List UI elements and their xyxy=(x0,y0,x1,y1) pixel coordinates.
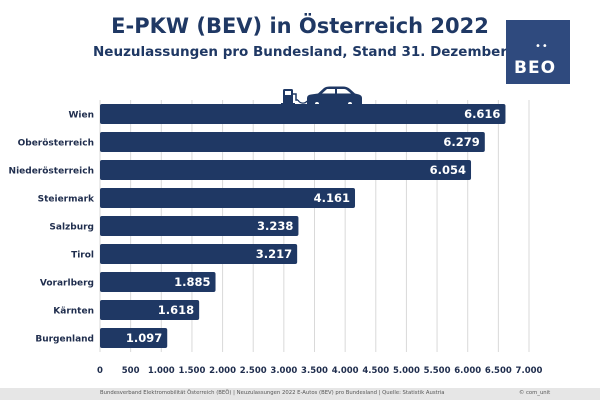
x-tick-label: 1.000 xyxy=(148,366,175,376)
x-tick-label: 3.000 xyxy=(270,366,297,376)
bar xyxy=(100,104,506,124)
value-label: 1.097 xyxy=(126,331,162,345)
x-tick-label: 3.500 xyxy=(301,366,328,376)
value-label: 3.238 xyxy=(257,219,293,233)
x-tick-label: 4.500 xyxy=(362,366,389,376)
bar xyxy=(100,272,216,292)
value-label: 6.054 xyxy=(430,163,466,177)
bar-group: Wien 6.616 xyxy=(68,104,506,124)
value-label: 1.618 xyxy=(158,303,194,317)
category-label: Salzburg xyxy=(49,223,94,233)
category-label: Vorarlberg xyxy=(40,279,94,289)
bar xyxy=(100,244,298,264)
chart-subtitle: Neuzulassungen pro Bundesland, Stand 31.… xyxy=(93,44,507,60)
bar xyxy=(100,300,200,320)
x-tick-label: 1.500 xyxy=(178,366,205,376)
x-tick-label: 5.500 xyxy=(424,366,451,376)
bar xyxy=(100,188,356,208)
value-label: 6.616 xyxy=(464,107,500,121)
value-label: 3.217 xyxy=(256,247,292,261)
bar-group: Oberösterreich 6.279 xyxy=(18,132,485,152)
bar-group: Tirol 3.217 xyxy=(71,244,298,264)
value-label: 1.885 xyxy=(174,275,210,289)
logo-dots: •• xyxy=(535,41,549,52)
category-label: Wien xyxy=(68,111,94,121)
chart-title: E-PKW (BEV) in Österreich 2022 xyxy=(111,14,489,38)
category-label: Kärnten xyxy=(53,307,94,317)
credit-note: © com_unit xyxy=(519,390,551,396)
bar-chart: Wien 6.616 Oberösterreich 6.279 Niederösterr… xyxy=(9,86,543,376)
bar-group: Steiermark 4.161 xyxy=(38,188,356,208)
category-label: Burgenland xyxy=(35,335,94,345)
x-tick-label: 500 xyxy=(122,366,140,376)
logo-text: BEO xyxy=(514,58,557,78)
x-tick-label: 2.000 xyxy=(209,366,236,376)
x-tick-label: 7.000 xyxy=(516,366,543,376)
x-tick-label: 6.500 xyxy=(485,366,512,376)
value-label: 6.279 xyxy=(443,135,479,149)
value-label: 4.161 xyxy=(314,191,350,205)
bar-group: Burgenland 1.097 xyxy=(35,328,168,348)
bar-group: Salzburg 3.238 xyxy=(49,216,299,236)
bar-group: Niederösterreich 6.054 xyxy=(9,160,472,180)
x-tick-label: 5.000 xyxy=(393,366,420,376)
category-label: Oberösterreich xyxy=(18,139,94,149)
bar xyxy=(100,328,168,348)
bar-group: Vorarlberg 1.885 xyxy=(40,272,216,292)
bar xyxy=(100,132,485,152)
charging-station-icon xyxy=(281,89,308,105)
beo-logo: •• BEO xyxy=(506,20,570,84)
footer-bar xyxy=(0,388,600,400)
source-note: Bundesverband Elektromobilität Österreic… xyxy=(100,390,445,396)
category-label: Steiermark xyxy=(38,195,95,205)
bar xyxy=(100,216,299,236)
category-label: Tirol xyxy=(71,251,94,261)
x-tick-label: 6.000 xyxy=(454,366,481,376)
bar-group: Kärnten 1.618 xyxy=(53,300,200,320)
x-tick-label: 2.500 xyxy=(240,366,267,376)
x-tick-label: 4.000 xyxy=(332,366,359,376)
x-tick-label: 0 xyxy=(97,366,103,376)
bar xyxy=(100,160,472,180)
category-label: Niederösterreich xyxy=(9,167,94,177)
